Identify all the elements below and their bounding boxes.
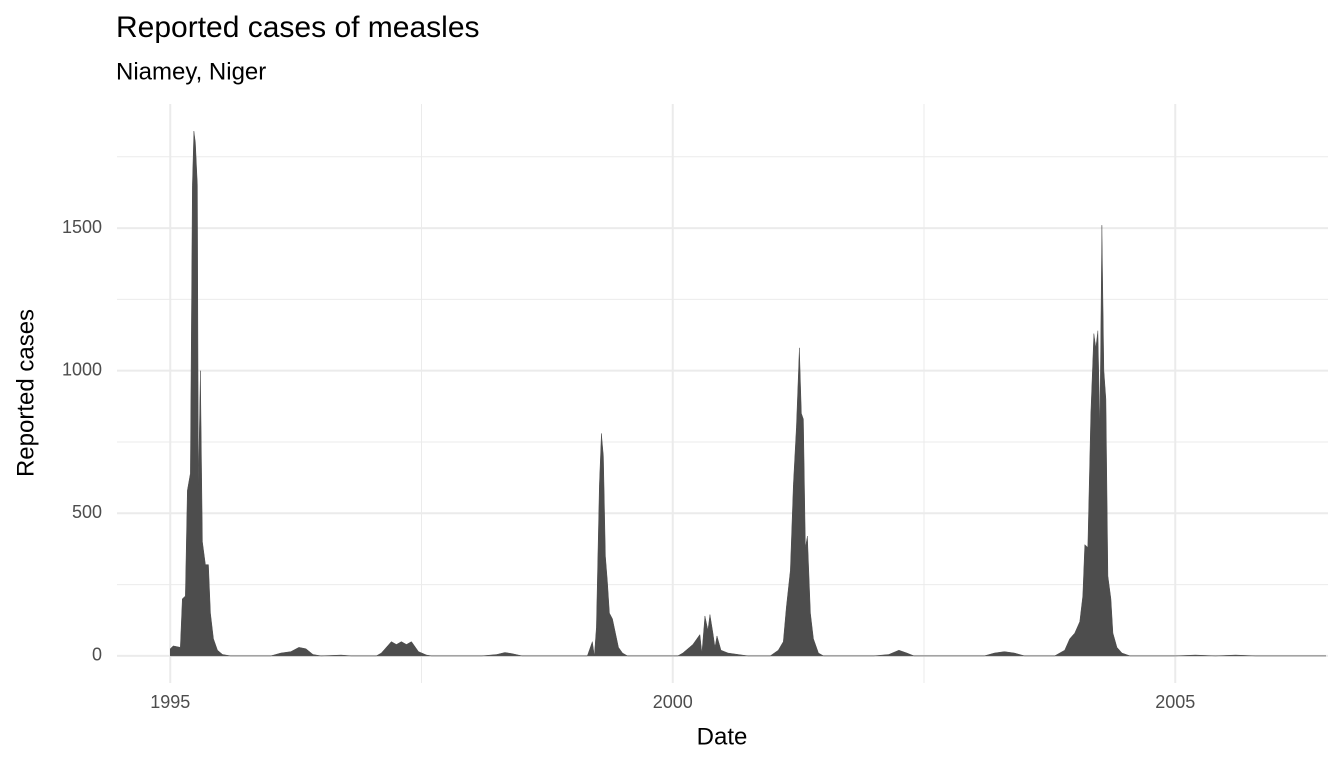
area (170, 131, 1326, 657)
chart-title: Reported cases of measles (116, 11, 480, 44)
y-tick-label: 0 (92, 645, 102, 665)
y-axis-label: Reported cases (12, 309, 39, 477)
x-tick-label: 1995 (150, 692, 190, 712)
y-tick-label: 1000 (62, 359, 102, 379)
x-axis-label: Date (697, 723, 748, 750)
y-tick-label: 1500 (62, 217, 102, 237)
chart-subtitle: Niamey, Niger (116, 58, 266, 85)
x-tick-label: 2005 (1155, 692, 1195, 712)
x-tick-label: 2000 (653, 692, 693, 712)
y-tick-label: 500 (72, 502, 102, 522)
